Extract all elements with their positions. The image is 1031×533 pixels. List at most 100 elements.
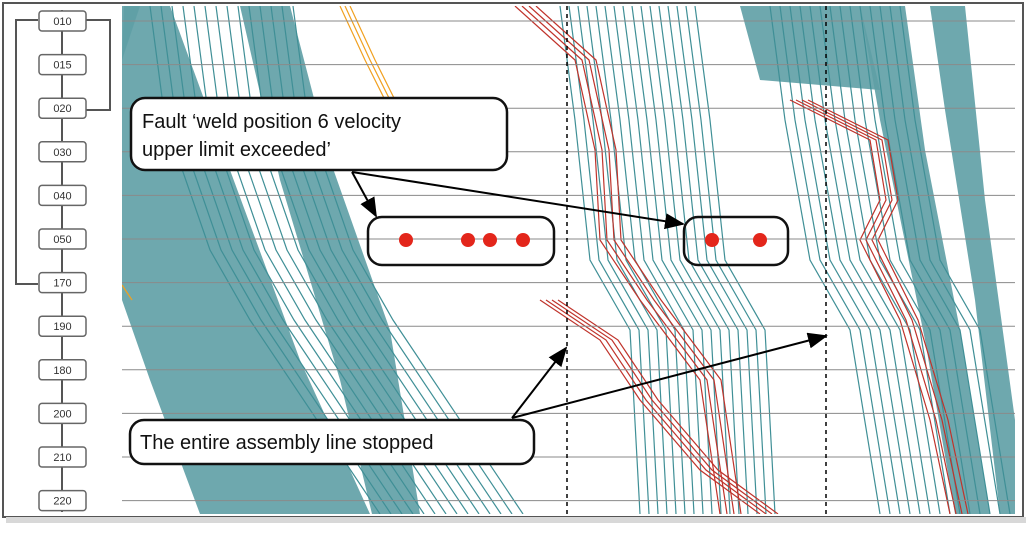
fault-arrow-1 <box>351 171 377 218</box>
station-node: 030 <box>38 141 87 163</box>
station-box <box>38 184 87 207</box>
station-label: 050 <box>53 234 71 246</box>
teal-trace <box>281 6 513 514</box>
teal-band <box>122 6 140 60</box>
teal-trace <box>819 6 931 514</box>
teal-trace <box>622 6 704 514</box>
fault-callout: Fault ‘weld position 6 velocity upper li… <box>129 96 685 230</box>
fault-callout-line-2: upper limit exceeded’ <box>142 139 331 161</box>
teal-trace <box>839 6 951 514</box>
station-node: 010 <box>38 10 87 32</box>
fault-markers <box>366 215 790 267</box>
teal-trace <box>568 6 650 514</box>
fault-dot <box>399 233 413 247</box>
station-box <box>38 271 87 294</box>
red-trace <box>789 99 951 514</box>
stop-arrow-1 <box>511 346 568 419</box>
teal-trace <box>577 6 659 514</box>
station-node: 015 <box>38 53 87 76</box>
teal-trace <box>685 6 767 514</box>
teal-trace <box>270 6 502 514</box>
fault-dot <box>705 233 719 247</box>
teal-trace <box>631 6 713 514</box>
teal-trace <box>649 6 731 514</box>
station-node: 220 <box>38 489 87 512</box>
station-box <box>38 315 87 337</box>
teal-trace <box>215 6 447 514</box>
fault-dot <box>461 233 475 247</box>
fault-dot <box>483 233 497 247</box>
station-node: 170 <box>38 271 87 294</box>
red-trace <box>521 6 728 514</box>
teal-trace <box>193 6 425 514</box>
station-axis: 010 015 020 030 040 050 170 190 180 200 210 220 <box>15 10 111 512</box>
fault-group-box-1 <box>366 215 556 267</box>
teal-trace <box>869 6 981 514</box>
teal-trace <box>859 6 971 514</box>
red-trace <box>528 6 735 514</box>
station-label: 040 <box>53 190 71 202</box>
teal-trace <box>248 6 480 514</box>
stop-callout: The entire assembly line stopped <box>128 332 828 466</box>
teal-trace <box>667 6 749 514</box>
figure-shadow <box>6 517 1026 523</box>
station-label: 170 <box>53 278 71 290</box>
teal-trace <box>182 6 414 514</box>
teal-trace <box>779 6 891 514</box>
fault-dot <box>516 233 530 247</box>
red-traces <box>514 6 969 514</box>
station-label: 020 <box>53 103 71 115</box>
orange-trace <box>344 6 391 101</box>
teal-trace <box>595 6 677 514</box>
teal-trace <box>769 6 881 514</box>
teal-trace <box>204 6 436 514</box>
station-node: 020 <box>38 97 87 119</box>
station-box <box>38 228 87 250</box>
teal-band <box>740 6 880 90</box>
orange-traces <box>122 6 396 301</box>
station-box <box>38 97 87 119</box>
teal-trace <box>658 6 740 514</box>
teal-trace <box>226 6 458 514</box>
fault-callout-line-1: Fault ‘weld position 6 velocity <box>142 111 401 133</box>
station-box <box>38 489 87 512</box>
teal-trace <box>879 6 991 514</box>
teal-trace <box>171 6 403 514</box>
orange-trace <box>349 6 396 101</box>
teal-trace <box>559 6 641 514</box>
stop-callout-text: The entire assembly line stopped <box>140 432 434 454</box>
station-label: 030 <box>53 147 71 159</box>
orange-trace <box>339 6 386 101</box>
station-label: 220 <box>53 496 71 508</box>
station-label: 010 <box>53 16 71 28</box>
stop-callout-box <box>128 418 536 466</box>
teal-trace <box>899 6 1011 514</box>
station-node: 050 <box>38 228 87 250</box>
station-label: 200 <box>53 408 71 420</box>
station-label: 210 <box>53 452 71 464</box>
fault-group-box-2 <box>682 215 790 267</box>
teal-trace <box>586 6 668 514</box>
teal-trace <box>149 6 381 514</box>
fault-callout-box <box>129 96 509 172</box>
teal-trace <box>789 6 901 514</box>
fault-dot <box>753 233 767 247</box>
teal-band <box>930 6 1015 514</box>
station-node: 180 <box>38 359 87 381</box>
teal-trace <box>292 6 524 514</box>
teal-band <box>860 6 990 514</box>
rework-loop-connector-2 <box>15 19 38 285</box>
station-label: 015 <box>53 60 71 72</box>
station-box <box>38 141 87 163</box>
teal-trace <box>694 6 776 514</box>
station-box <box>38 446 87 468</box>
red-trace <box>807 99 969 514</box>
fault-arrow-2 <box>351 171 685 230</box>
teal-trace <box>259 6 491 514</box>
teal-traces <box>149 6 1011 514</box>
teal-trace <box>640 6 722 514</box>
station-node: 190 <box>38 315 87 337</box>
red-trace <box>801 99 963 514</box>
station-box <box>38 53 87 76</box>
red-trace <box>514 6 721 514</box>
